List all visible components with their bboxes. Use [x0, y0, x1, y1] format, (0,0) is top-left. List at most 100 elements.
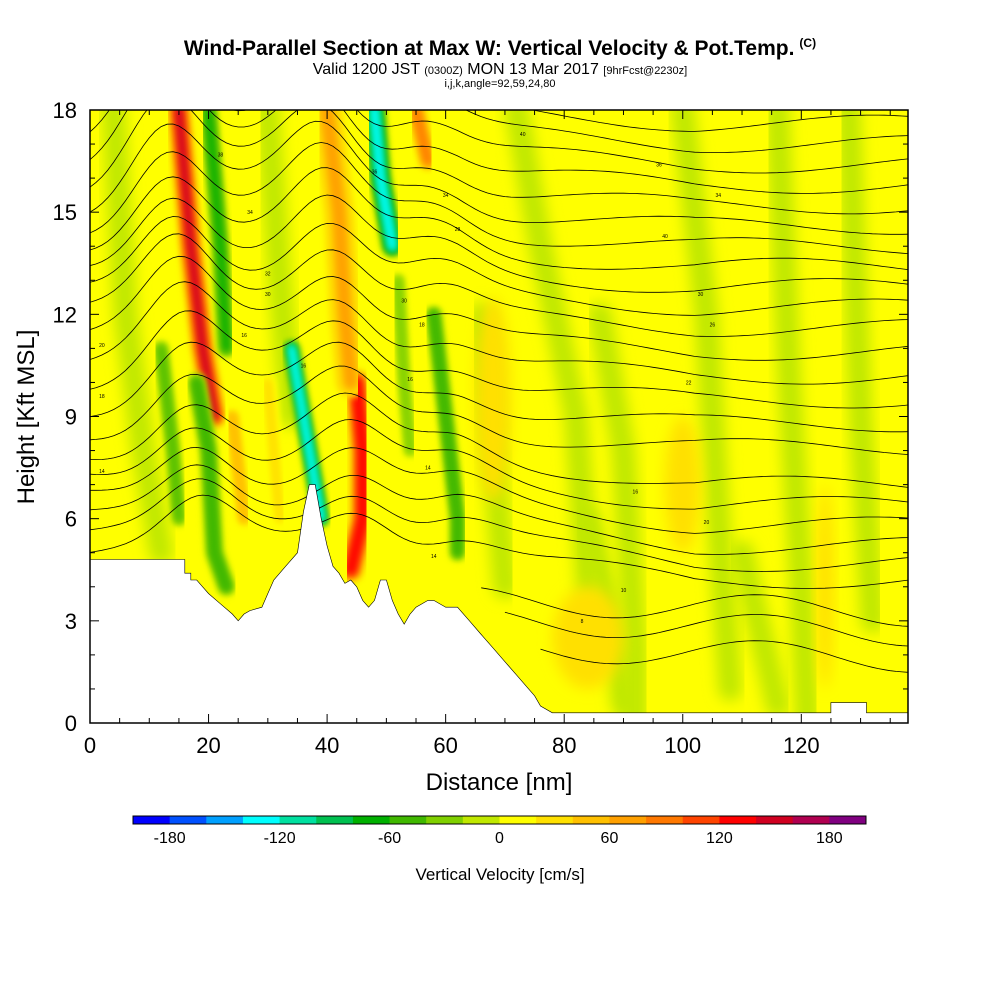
colorbar-swatch: [829, 816, 867, 824]
theta-contour-line: [90, 110, 908, 194]
downdraft-core: [205, 110, 230, 352]
y-tick-label: 3: [65, 609, 77, 634]
colorbar-tick-label: -120: [264, 830, 296, 847]
contour-label: 20: [99, 343, 105, 349]
chart-params: i,j,k,angle=92,59,24,80: [444, 78, 556, 90]
colorbar-swatch: [646, 816, 684, 824]
weak-downdraft-band: [730, 540, 790, 718]
theta-contour-line: [90, 233, 908, 337]
chart-subtitle: Valid 1200 JST (0300Z) MON 13 Mar 2017 […: [0, 61, 1000, 79]
contour-label: 14: [99, 469, 105, 475]
colorbar-frame: [132, 815, 867, 825]
downdraft-core: [158, 346, 182, 522]
contour-label: 18: [99, 394, 105, 400]
theta-contour-line: [90, 419, 908, 510]
updraft-core: [412, 110, 431, 165]
x-tick-label: 120: [783, 733, 820, 758]
theta-contour-line: [90, 110, 908, 215]
colorbar-swatch: [572, 816, 610, 824]
colorbar-swatch: [206, 816, 244, 824]
theta-contour-line: [90, 310, 908, 409]
colorbar-tick-label: -60: [378, 830, 401, 847]
contour-label: 36: [656, 162, 662, 168]
title-unit: (C): [799, 36, 817, 50]
y-tick-label: 9: [65, 405, 77, 430]
theta-contour-line: [90, 446, 908, 534]
theta-contour-line: [90, 120, 908, 235]
x-tick-label: 80: [552, 733, 576, 758]
colorbar-tick-label: 0: [495, 830, 504, 847]
theta-contour-line: [540, 640, 908, 673]
updraft-core: [229, 413, 247, 522]
colorbar-tick-label: 120: [706, 830, 733, 847]
chart-title-text: Wind-Parallel Section at Max W: Vertical…: [183, 37, 795, 60]
terrain-profile: [90, 484, 908, 723]
theta-contour-line: [90, 341, 908, 433]
x-tick-label: 100: [664, 733, 701, 758]
updraft-core: [175, 110, 219, 421]
contour-label: 40: [662, 234, 668, 240]
colorbar-swatch: [609, 816, 647, 824]
colorbar-swatch: [682, 816, 720, 824]
theta-contour-line: [90, 110, 908, 174]
y-tick-label: 0: [65, 711, 77, 736]
downdraft-core: [193, 379, 230, 590]
valid-date: MON 13 Mar 2017: [467, 61, 599, 78]
contour-label: 34: [247, 210, 253, 216]
colorbar-label: Vertical Velocity [cm/s]: [415, 865, 584, 884]
contour-label: 8: [581, 619, 584, 625]
colorbar-swatch: [316, 816, 354, 824]
valid-time: Valid 1200 JST: [312, 61, 420, 78]
downdraft-core: [371, 110, 396, 250]
colorbar-tick-label: 60: [601, 830, 619, 847]
contour-label: 30: [401, 299, 407, 305]
theta-contour-line: [90, 167, 908, 270]
theta-contour-line: [90, 464, 908, 555]
colorbar-swatch: [352, 816, 391, 824]
weak-downdraft-band: [836, 110, 885, 633]
theta-contour-line: [90, 255, 908, 361]
theta-contour-line: [90, 216, 908, 316]
y-tick-label: 18: [53, 98, 77, 123]
theta-contour-line: [90, 494, 908, 589]
y-tick-label: 12: [53, 302, 77, 327]
contour-label: 16: [633, 489, 639, 495]
weak-downdraft-band: [504, 110, 600, 599]
x-tick-label: 60: [433, 733, 457, 758]
contour-label: 14: [431, 554, 437, 560]
colorbar-swatch: [719, 816, 757, 824]
contour-label: 16: [301, 363, 307, 369]
contour-label: 20: [704, 520, 710, 526]
x-tick-label: 20: [196, 733, 220, 758]
weak-updraft-patch: [816, 484, 834, 689]
contour-labels: 14 18 20 38 34 32 30 16 16 36 34 28 30 18 16 14 14 40 36 34…: [99, 132, 721, 625]
colorbar-swatch: [536, 816, 574, 824]
updraft-core: [265, 380, 283, 522]
chart-title: Wind-Parallel Section at Max W: Vertical…: [0, 36, 1000, 61]
valid-z: (0300Z): [424, 65, 463, 77]
updraft-core: [322, 110, 356, 388]
colorbar-swatch: [462, 816, 500, 824]
contour-label: 34: [716, 193, 722, 199]
contour-label: 36: [372, 169, 378, 175]
weak-downdraft-band: [587, 302, 648, 723]
theta-contour-line: [90, 142, 908, 254]
x-tick-label: 40: [315, 733, 339, 758]
weak-downdraft-band: [765, 110, 820, 723]
colorbar-swatch: [756, 816, 794, 824]
contour-label: 30: [265, 292, 271, 298]
theta-contour-line: [481, 587, 908, 627]
colorbar-tick-label: -180: [154, 830, 186, 847]
contour-label: 14: [425, 466, 431, 472]
colorbar: -180 -120 -60 0 60 120 180: [132, 815, 867, 847]
theta-contour-line: [530, 110, 908, 132]
theta-contour-line: [90, 478, 908, 572]
contour-label: 10: [621, 588, 627, 594]
x-axis-label: Distance [nm]: [426, 769, 573, 796]
weak-downdraft-band: [101, 110, 174, 565]
weak-downdraft-band: [670, 110, 743, 701]
theta-contour-line: [90, 392, 908, 488]
y-tick-label: 15: [53, 200, 77, 225]
